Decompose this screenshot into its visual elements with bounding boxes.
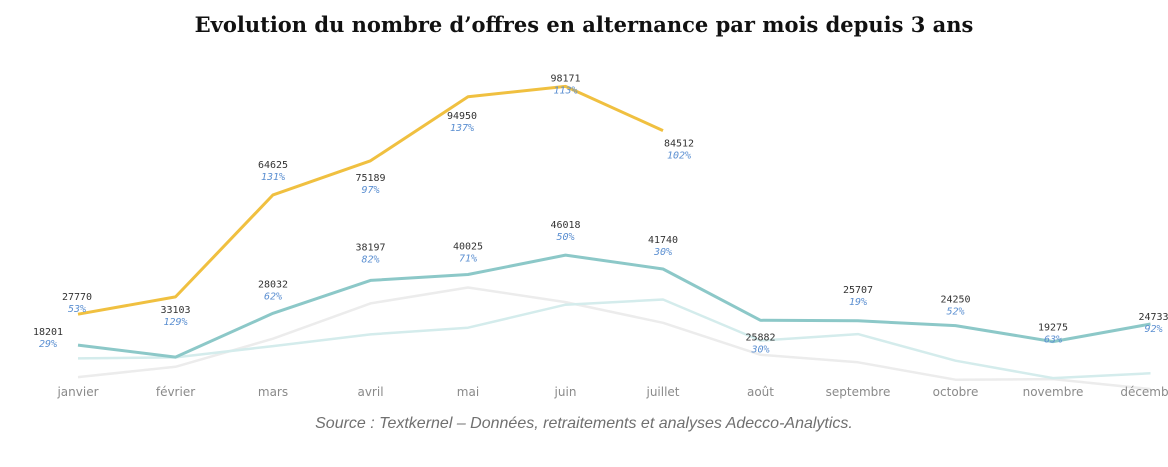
x-tick-label: mai (457, 385, 479, 399)
data-label-growth: 71% (459, 254, 477, 265)
x-tick-label: avril (357, 385, 383, 399)
series-line-3 (77, 298, 1151, 380)
data-label-growth: 92% (1144, 324, 1162, 335)
series-line-4 (77, 286, 1151, 391)
x-tick-label: janvier (56, 385, 98, 399)
x-tick-label: juillet (645, 385, 679, 399)
x-tick-label: décembre (1120, 385, 1168, 399)
data-label-growth: 62% (264, 291, 282, 302)
data-label-growth: 53% (68, 304, 86, 315)
data-label-growth: 30% (653, 247, 672, 258)
data-label-growth: 19% (849, 297, 867, 308)
data-label-growth: 52% (946, 307, 964, 318)
data-label-value: 24733 (1138, 312, 1168, 323)
data-label-value: 46018 (550, 220, 580, 231)
data-label-value: 64625 (258, 160, 288, 171)
data-label-growth: 137% (450, 123, 474, 134)
data-label-growth: 113% (553, 85, 577, 96)
chart-title: Evolution du nombre d’offres en alternan… (194, 12, 974, 37)
x-tick-label: mars (258, 385, 288, 399)
x-tick-label: février (156, 385, 195, 399)
data-label-value: 25707 (843, 285, 873, 296)
x-tick-label: août (747, 385, 774, 399)
data-label-growth: 50% (556, 232, 574, 243)
x-tick-label: novembre (1023, 385, 1084, 399)
data-label-value: 84512 (664, 139, 694, 150)
data-label-value: 33103 (160, 305, 190, 316)
data-label-value: 18201 (33, 327, 63, 338)
series-line-2 (77, 253, 1151, 359)
data-label-growth: 102% (667, 151, 691, 162)
data-label-value: 41740 (648, 235, 678, 246)
source-note: Source : Textkernel – Données, retraitem… (315, 415, 853, 432)
data-label-growth: 129% (163, 317, 187, 328)
series-lines (77, 84, 1151, 391)
data-label-growth: 63% (1044, 335, 1062, 346)
data-label-value: 98171 (550, 73, 580, 84)
data-label-value: 94950 (447, 111, 477, 122)
series-line-1 (77, 84, 664, 316)
data-label-growth: 97% (361, 185, 379, 196)
data-label-value: 75189 (355, 173, 385, 184)
x-tick-label: octobre (933, 385, 979, 399)
data-label-value: 19275 (1038, 323, 1068, 334)
x-tick-label: juin (554, 385, 577, 399)
data-label-value: 25882 (745, 332, 775, 343)
line-chart: janvier février mars avril mai juin juillet aoû… (33, 73, 1168, 399)
x-tick-label: septembre (826, 385, 891, 399)
data-label-value: 40025 (453, 242, 483, 253)
data-label-value: 24250 (940, 295, 970, 306)
data-label-value: 28032 (258, 279, 288, 290)
data-label-growth: 131% (261, 172, 285, 183)
x-axis-tick-labels: janvier février mars avril mai juin juillet aoû… (56, 385, 1168, 399)
data-label-growth: 30% (750, 344, 769, 355)
data-label-value: 27770 (62, 292, 92, 303)
data-label-value: 38197 (355, 242, 385, 253)
data-label-growth: 29% (39, 339, 57, 350)
data-label-growth: 82% (361, 254, 379, 265)
